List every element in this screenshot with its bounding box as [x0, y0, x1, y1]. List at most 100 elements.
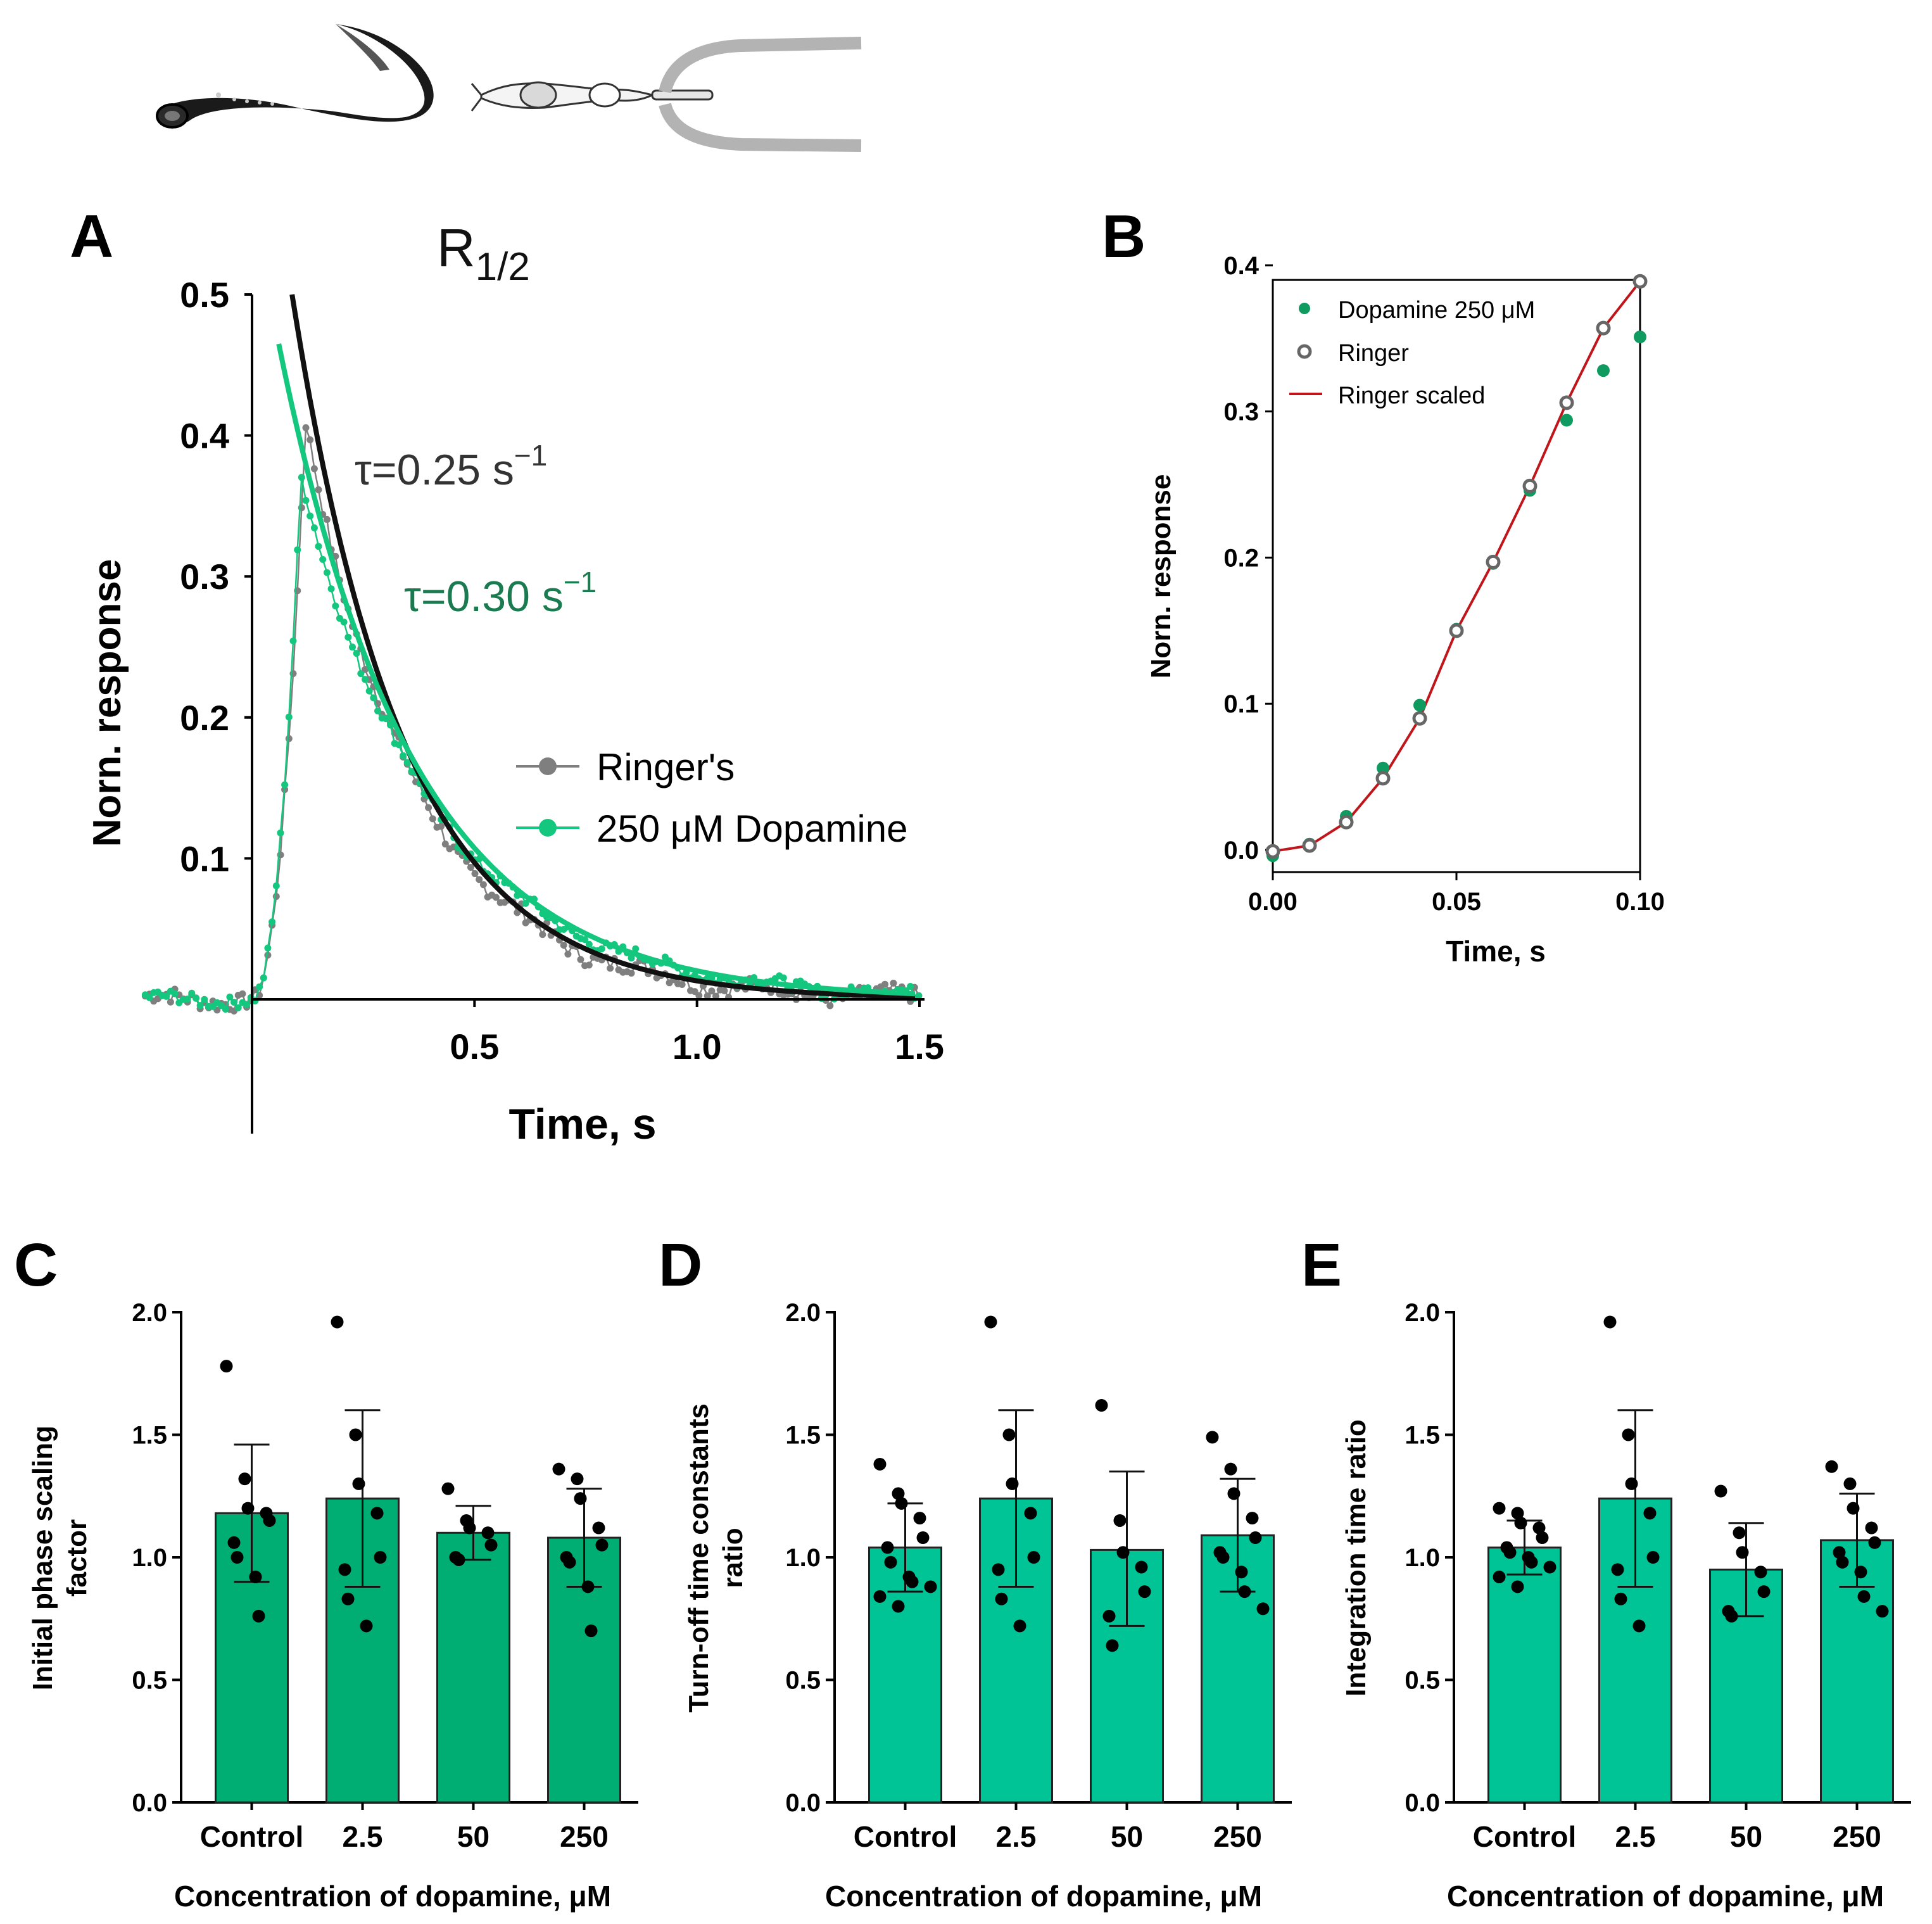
chart-data-point	[349, 1428, 362, 1441]
chart-data-point	[1503, 1546, 1517, 1559]
chart-data-point	[873, 1590, 887, 1603]
chart-data-point	[484, 1538, 498, 1552]
chart-a-data-point	[163, 992, 170, 1000]
chart-a-xtick-label: 0.5	[450, 1027, 499, 1066]
chart-data-point	[592, 1521, 605, 1535]
chart-data-point	[452, 1553, 465, 1566]
chart-a-data-point	[539, 931, 546, 939]
chart-a-data-point	[298, 474, 305, 481]
chart-a-data-point	[319, 555, 327, 563]
chart-a-data-point	[479, 881, 487, 889]
chart-data-point	[916, 1531, 930, 1545]
chart-data-point	[1646, 1551, 1660, 1564]
chart-data-point	[1725, 1609, 1738, 1623]
chart-a-data-point	[581, 936, 589, 944]
chart-a-data-point	[310, 524, 318, 531]
chart-a-ylabel: Norn. response	[85, 559, 129, 847]
chart-a-data-point	[362, 676, 369, 683]
chart-a-data-point	[678, 981, 686, 988]
chart-data-point	[1714, 1484, 1727, 1498]
chart-a-data-point	[577, 956, 584, 963]
chart-a-ytick-label: 0.1	[180, 839, 229, 878]
chart-data-point	[1206, 1431, 1219, 1444]
chart-data-point	[1733, 1526, 1746, 1540]
chart-data-point	[881, 1541, 894, 1554]
chart-a-tau-ringer: τ=0.25 s−1	[355, 439, 547, 494]
chart-data-point	[1256, 1602, 1270, 1616]
chart-xtick-label: 250	[1833, 1820, 1881, 1853]
chart-data-point	[1002, 1428, 1016, 1441]
chart-a-data-point	[438, 823, 445, 830]
chart-xtick-label: 2.5	[1615, 1820, 1656, 1853]
chart-data-point	[552, 1462, 565, 1476]
chart-data-point	[1514, 1516, 1527, 1529]
legend-b-dopamine-label: Dopamine 250 μM	[1338, 297, 1535, 324]
legend-b-scaled-label: Ringer scaled	[1338, 383, 1485, 409]
chart-a-data-point	[721, 987, 728, 994]
chart-e: E 0.0 0.5 1.0 1.5 2.0 Control 2.5 50 250 Integra…	[1301, 1231, 1911, 1913]
chart-data-point	[1511, 1580, 1524, 1593]
chart-a-data-point	[226, 993, 234, 1001]
chart-b-ringer-point	[1632, 274, 1648, 289]
chart-a-data-point	[403, 759, 411, 766]
chart-data-point	[249, 1570, 262, 1583]
chart-a-data-point	[365, 687, 373, 695]
chart-a-data-point	[239, 990, 246, 997]
chart-b-dopamine-point	[1560, 414, 1573, 427]
chart-data-point	[1493, 1502, 1506, 1515]
chart-a-data-point	[476, 876, 483, 883]
chart-data-point	[1614, 1592, 1627, 1605]
chart-b-dopamine-point	[1377, 761, 1389, 775]
chart-data-point	[1876, 1605, 1889, 1618]
chart-a-legend: Ringer's 250 μM Dopamine	[516, 746, 907, 850]
chart-b-ringer-point	[1522, 478, 1537, 493]
chart-a-ytick-label: 0.3	[180, 557, 229, 597]
chart-b-ringer-point	[1596, 320, 1611, 336]
chart-data-point	[374, 1551, 387, 1564]
chart-data-point	[895, 1497, 908, 1510]
chart-data-point	[995, 1592, 1008, 1605]
chart-a-ytick-label: 0.2	[180, 698, 229, 738]
chart-b-xtick-label: 0.05	[1432, 888, 1481, 916]
chart-a-data-point	[243, 1001, 251, 1008]
photoreceptor-cell-icon	[470, 81, 714, 111]
chart-a-data-point	[184, 996, 191, 1003]
chart-a-data-point	[890, 979, 897, 987]
chart-xtick-label: Control	[1473, 1820, 1577, 1853]
chart-a-data-point	[277, 829, 284, 837]
chart-a-data-point	[146, 994, 153, 1001]
chart-a-data-point	[429, 815, 436, 823]
chart-a-data-point	[256, 983, 263, 990]
chart-b: B 0.0 0.1 0.2 0.3 0.4 0.00 0.05 0.10 Norn. res…	[1102, 203, 1665, 968]
chart-data-point	[331, 1315, 344, 1329]
chart-a-data-point	[230, 999, 237, 1006]
chart-a-data-point	[285, 735, 293, 742]
tau-dopamine-text: τ=0.30 s	[404, 573, 564, 621]
chart-d-ylabel-line1: Turn-off time constants	[683, 1403, 714, 1712]
legend-a-dopamine-label: 250 μM Dopamine	[597, 807, 907, 850]
chart-a-data-point	[564, 951, 572, 958]
chart-b-ringer-point	[1449, 623, 1464, 638]
panel-label-b: B	[1102, 203, 1146, 270]
chart-data-point	[252, 1609, 265, 1623]
chart-data-point	[1643, 1507, 1657, 1520]
chart-a-data-point	[915, 992, 923, 999]
chart-ytick-label: 0.0	[785, 1789, 821, 1817]
chart-xtick-label: Control	[200, 1820, 304, 1853]
chart-a-data-point	[395, 741, 403, 749]
chart-data-point	[1536, 1531, 1549, 1545]
chart-a-data-point	[522, 899, 529, 907]
chart-a-data-point	[323, 569, 331, 576]
chart-a-data-point	[607, 965, 614, 972]
chart-b-ringer-point	[1375, 771, 1391, 786]
chart-b-x-ticks: 0.00 0.05 0.10	[1248, 872, 1665, 916]
chart-a-data-point	[302, 497, 310, 504]
chart-a-data-point	[306, 436, 314, 443]
chart-d-xlabel: Concentration of dopamine, μM	[825, 1880, 1262, 1913]
tau-ringer-sup: −1	[514, 439, 547, 472]
chart-a-ytick-label: 0.4	[180, 416, 229, 456]
chart-b-ytick-label: 0.3	[1223, 398, 1259, 426]
chart-data-point	[1024, 1507, 1037, 1520]
chart-a-series-layer	[141, 294, 923, 1015]
legend-b-ringer-marker	[1297, 344, 1312, 359]
